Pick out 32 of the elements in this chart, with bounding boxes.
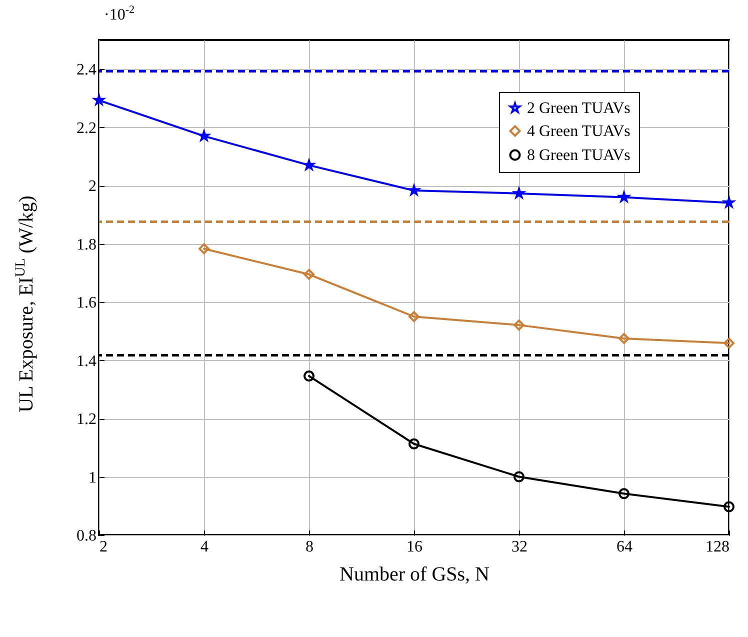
y-tick-label: 0.8 [76,528,96,544]
x-tick-label: 128 [706,538,730,556]
legend-label: 2 Green TUAVs [527,100,630,117]
y-tick-label: 1.8 [76,236,96,254]
y-tick-label: 1.6 [76,294,96,312]
x-tick-label: 4 [200,538,208,556]
point [408,438,420,450]
x-axis-title: Number of GSs, N [340,564,490,586]
y-tick-label: 2.4 [76,62,96,79]
point [304,268,314,280]
point [618,332,630,344]
x-tick-label: 2 [100,538,108,556]
x-tick-label: 32 [512,538,528,556]
point [408,311,420,322]
point [724,501,734,512]
x-tick-label: 64 [616,538,632,556]
point [724,338,734,349]
point [514,320,524,331]
y-tick-label: 2 [88,178,96,196]
point [618,488,630,500]
y-tick-label: 1.2 [76,411,96,428]
y-tick-label: 1 [88,469,96,486]
legend-label: 4 Green TUAVs [527,123,630,140]
point [304,370,314,382]
x-tick-label: 16 [406,538,422,556]
legend-label: 8 Green TUAVs [527,147,630,164]
x-tick-label: 8 [306,538,314,556]
point [514,471,524,482]
text: ·10$^{-2}$ [104,4,135,24]
y-tick-label: 2.2 [76,120,96,137]
point [198,243,210,254]
y-tick-label: 1.4 [76,352,96,370]
